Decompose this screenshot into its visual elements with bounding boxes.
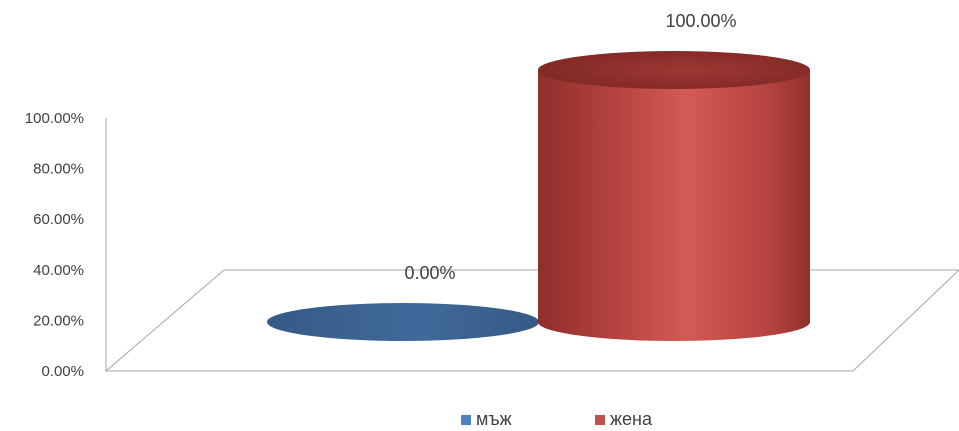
- bar-body-2: [538, 70, 810, 341]
- y-tick-label: 80.00%: [33, 161, 84, 178]
- y-tick-label: 20.00%: [33, 312, 84, 329]
- bar-1: [267, 303, 539, 341]
- data-label-2: 100.00%: [665, 11, 736, 31]
- data-labels-group: 0.00% 100.00%: [404, 11, 736, 283]
- y-tick-label: 40.00%: [33, 262, 84, 279]
- bar-top-2: [538, 51, 810, 89]
- legend-swatch-series-1: [461, 415, 471, 425]
- y-axis-ticks: 0.00% 20.00% 40.00% 60.00% 80.00% 100.00%: [25, 110, 84, 380]
- y-tick-label: 60.00%: [33, 211, 84, 228]
- bar-disk-1: [267, 303, 539, 341]
- legend-swatch-series-2: [595, 415, 605, 425]
- legend: мъж жена: [461, 409, 653, 429]
- bar-2: [538, 51, 810, 341]
- data-label-1: 0.00%: [404, 263, 455, 283]
- chart-floor: [104, 269, 959, 372]
- bars-group: [267, 51, 810, 341]
- legend-label-series-1: мъж: [476, 409, 512, 429]
- y-tick-label: 100.00%: [25, 110, 84, 127]
- y-tick-label: 0.00%: [41, 363, 84, 380]
- legend-label-series-2: жена: [610, 409, 653, 429]
